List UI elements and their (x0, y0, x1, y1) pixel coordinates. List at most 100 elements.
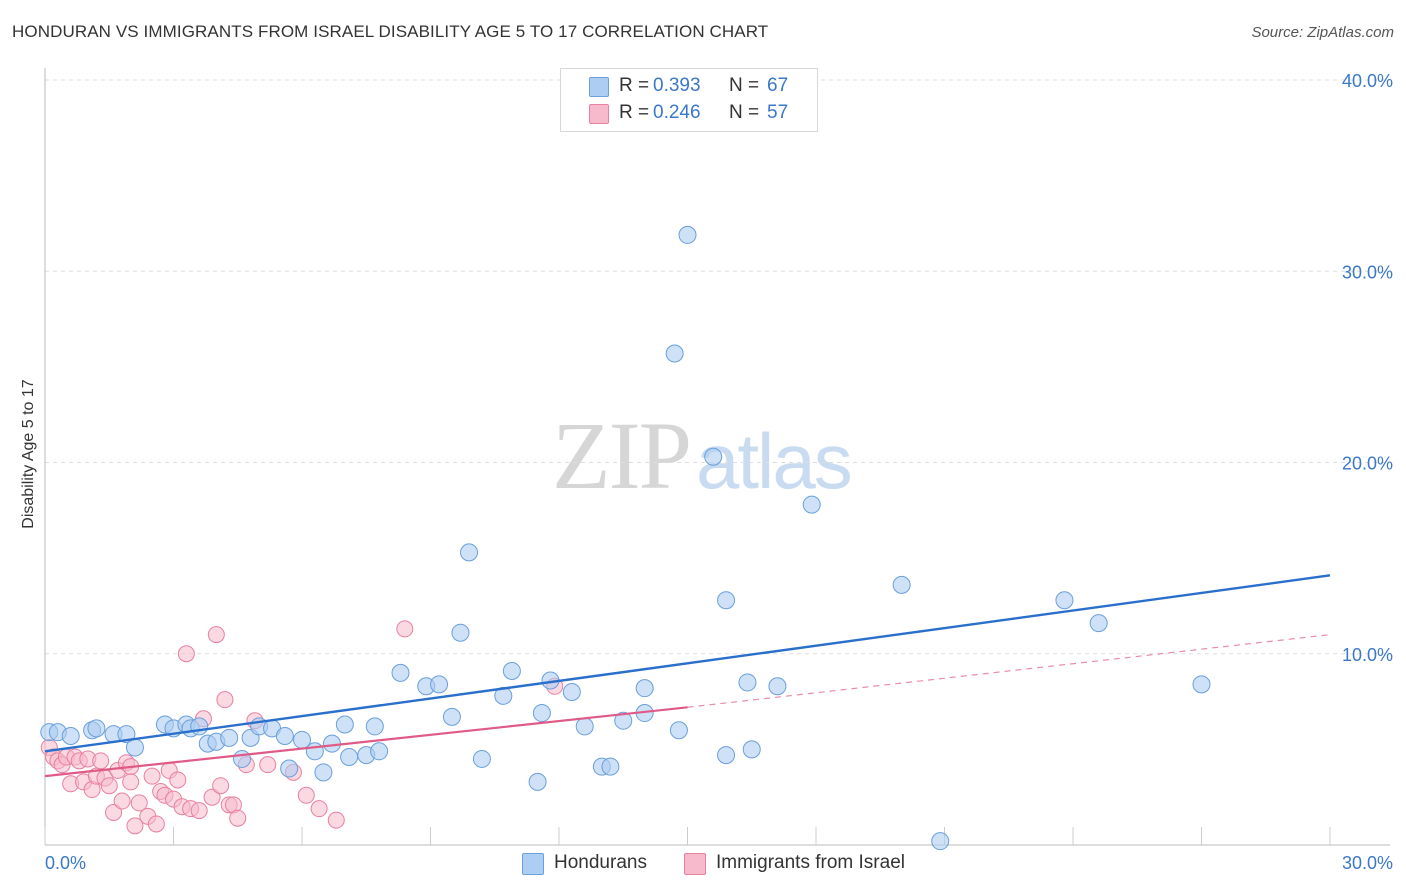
honduran-point (678, 225, 697, 244)
honduran-point (275, 726, 294, 745)
honduran-point (322, 734, 341, 753)
honduran-point (635, 679, 654, 698)
x-tick-label: 0.0% (45, 853, 86, 873)
honduran-point (305, 742, 324, 761)
honduran-point (1089, 614, 1108, 633)
israel-point (259, 756, 277, 774)
legend-r-value: 0.246 (653, 102, 701, 123)
israel-point (126, 817, 144, 835)
israel-trend-extension (687, 634, 1331, 708)
series-swatch-blue (522, 853, 544, 875)
x-tick-label: 30.0% (1342, 853, 1393, 873)
honduran-point (614, 711, 633, 730)
honduran-point (335, 715, 354, 734)
legend-r-value: 0.393 (653, 75, 701, 96)
legend-n-value: 57 (767, 102, 789, 123)
honduran-point (528, 772, 547, 791)
honduran-point (442, 707, 461, 726)
honduran-point (802, 495, 821, 514)
source-label: Source: ZipAtlas.com (1251, 24, 1394, 41)
honduran-point (370, 742, 389, 761)
israel-point (147, 815, 165, 833)
israel-point (113, 792, 131, 810)
honduran-point (669, 721, 688, 740)
legend-row-israel: R = 0.246 N = 57 (561, 100, 817, 128)
correlation-legend: R = 0.393 N = 67 R = 0.246 N = 57 (560, 68, 818, 132)
honduran-point (562, 683, 581, 701)
honduran-point (1192, 675, 1211, 694)
israel-point (229, 809, 247, 827)
legend-swatch-blue (589, 77, 609, 97)
honduran-point (1055, 591, 1074, 610)
israel-point (310, 800, 328, 818)
israel-point (122, 773, 140, 791)
legend-n-label: N = (729, 102, 760, 123)
israel-point (143, 767, 161, 785)
y-tick-label: 10.0% (1342, 645, 1393, 665)
honduran-point (340, 748, 359, 767)
watermark-atlas: atlas (696, 417, 853, 505)
honduran-point (601, 757, 620, 776)
honduran-point (717, 591, 736, 610)
y-tick-label: 20.0% (1342, 454, 1393, 474)
honduran-point (575, 717, 594, 736)
watermark: ZIPatlas (552, 400, 853, 511)
y-axis-label: Disability Age 5 to 17 (20, 379, 37, 529)
chart-title: HONDURAN VS IMMIGRANTS FROM ISRAEL DISAB… (12, 22, 769, 41)
honduran-point (451, 623, 470, 642)
israel-point (130, 794, 148, 812)
honduran-point (502, 661, 521, 680)
honduran-point (391, 663, 410, 682)
honduran-point (125, 738, 144, 757)
honduran-point (472, 749, 491, 768)
israel-point (92, 752, 110, 770)
honduran-point (87, 719, 106, 738)
israel-point (100, 777, 118, 795)
honduran-point (768, 677, 787, 696)
series-label-israel: Immigrants from Israel (716, 852, 905, 873)
honduran-point (61, 726, 80, 745)
israel-point (216, 691, 234, 709)
israel-point (212, 777, 230, 795)
honduran-point (892, 575, 911, 594)
honduran-point (704, 447, 723, 466)
israel-point (105, 803, 123, 821)
legend-n-value: 67 (767, 75, 789, 96)
honduran-point (190, 717, 209, 736)
honduran-point (742, 740, 761, 759)
israel-point (169, 771, 187, 789)
israel-point (190, 802, 208, 820)
honduran-point (280, 759, 299, 778)
israel-point (177, 645, 195, 663)
honduran-point (233, 749, 252, 768)
legend-r-label: R = (619, 75, 650, 96)
honduran-point (717, 746, 736, 765)
honduran-point (220, 728, 239, 747)
y-tick-label: 40.0% (1342, 71, 1393, 91)
israel-trend-line (44, 706, 688, 778)
series-label-hondurans: Hondurans (554, 852, 647, 873)
honduran-point (931, 832, 950, 851)
watermark-zip: ZIP (552, 402, 692, 509)
legend-r-label: R = (619, 102, 650, 123)
honduran-point (430, 675, 449, 694)
honduran-point (738, 673, 757, 692)
honduran-point (365, 717, 384, 736)
honduran-trend-line (44, 574, 1331, 753)
legend-n-label: N = (729, 75, 760, 96)
israel-point (203, 788, 221, 806)
israel-point (207, 626, 225, 644)
honduran-point (665, 344, 684, 363)
legend-row-hondurans: R = 0.393 N = 67 (561, 73, 817, 101)
y-tick-label: 30.0% (1342, 262, 1393, 282)
series-swatch-pink (684, 853, 706, 875)
honduran-point (460, 543, 479, 562)
honduran-point (314, 763, 333, 782)
israel-point (327, 811, 345, 829)
honduran-point (532, 704, 551, 723)
israel-point (396, 620, 414, 638)
honduran-point (117, 725, 136, 744)
legend-swatch-pink (589, 104, 609, 124)
israel-point (297, 786, 315, 804)
